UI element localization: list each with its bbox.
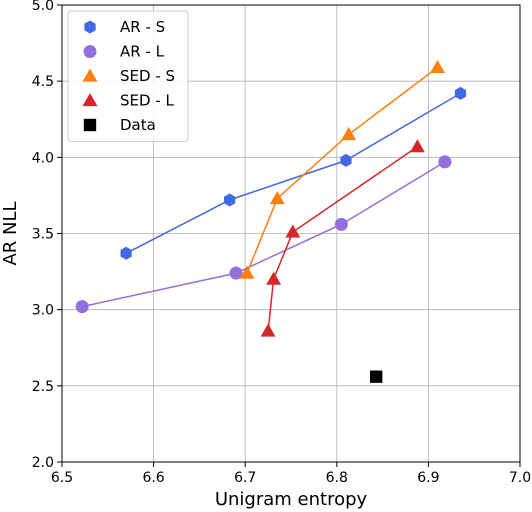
- y-tick-label: 4.0: [32, 150, 54, 166]
- x-tick-label: 6.5: [51, 470, 73, 486]
- legend-label: Data: [120, 116, 156, 134]
- data-point: [229, 266, 243, 280]
- x-tick-label: 6.7: [234, 470, 256, 486]
- data-point: [260, 323, 276, 337]
- y-tick-label: 4.5: [32, 74, 54, 90]
- series-line: [125, 92, 461, 254]
- data-point: [370, 370, 383, 383]
- data-point: [430, 59, 446, 74]
- y-tick-label: 2.5: [32, 379, 54, 395]
- legend-label: SED - S: [120, 67, 175, 85]
- legend-marker: [82, 68, 98, 82]
- data-point: [341, 127, 357, 141]
- data-point: [75, 300, 89, 314]
- legend-marker: [84, 20, 96, 34]
- legend-marker: [82, 93, 98, 107]
- data-point: [239, 265, 255, 279]
- series-line: [246, 66, 439, 274]
- data-point: [409, 139, 425, 153]
- data-point: [340, 153, 352, 167]
- series-ar-s: [120, 86, 467, 260]
- series-line: [81, 161, 446, 308]
- series-line: [267, 146, 418, 332]
- legend: AR - S AR - L SED - S SED - L Data: [67, 10, 189, 142]
- x-tick-label: 6.9: [417, 470, 439, 486]
- axes-frame: [61, 4, 521, 463]
- legend-marker: [83, 118, 97, 132]
- data-point: [334, 217, 348, 231]
- legend-label: AR - L: [120, 43, 165, 61]
- x-tick-label: 6.6: [142, 470, 164, 486]
- y-tick-label: 5.0: [32, 0, 54, 14]
- series-sed-l: [260, 139, 425, 337]
- data-point: [224, 193, 236, 207]
- data-point: [269, 190, 285, 205]
- series-sed-s: [239, 59, 446, 279]
- legend-label: AR - S: [120, 18, 165, 36]
- data-point: [438, 155, 452, 169]
- data-point: [266, 271, 282, 285]
- data-point: [120, 246, 132, 260]
- legend-marker: [83, 45, 97, 58]
- data-point: [285, 224, 301, 238]
- y-tick-label: 3.0: [32, 303, 54, 319]
- series-data: [370, 370, 383, 383]
- y-axis-label: AR NLL: [0, 201, 21, 265]
- data-point: [454, 86, 467, 100]
- series-ar-l: [75, 155, 452, 314]
- legend-box: [67, 10, 189, 142]
- y-tick-label: 2.0: [32, 455, 54, 471]
- x-tick-label: 7.0: [509, 470, 531, 486]
- x-tick-label: 6.8: [326, 470, 348, 486]
- y-tick-label: 3.5: [32, 227, 54, 243]
- x-axis-label: Unigram entropy: [215, 489, 368, 510]
- legend-label: SED - L: [120, 92, 174, 110]
